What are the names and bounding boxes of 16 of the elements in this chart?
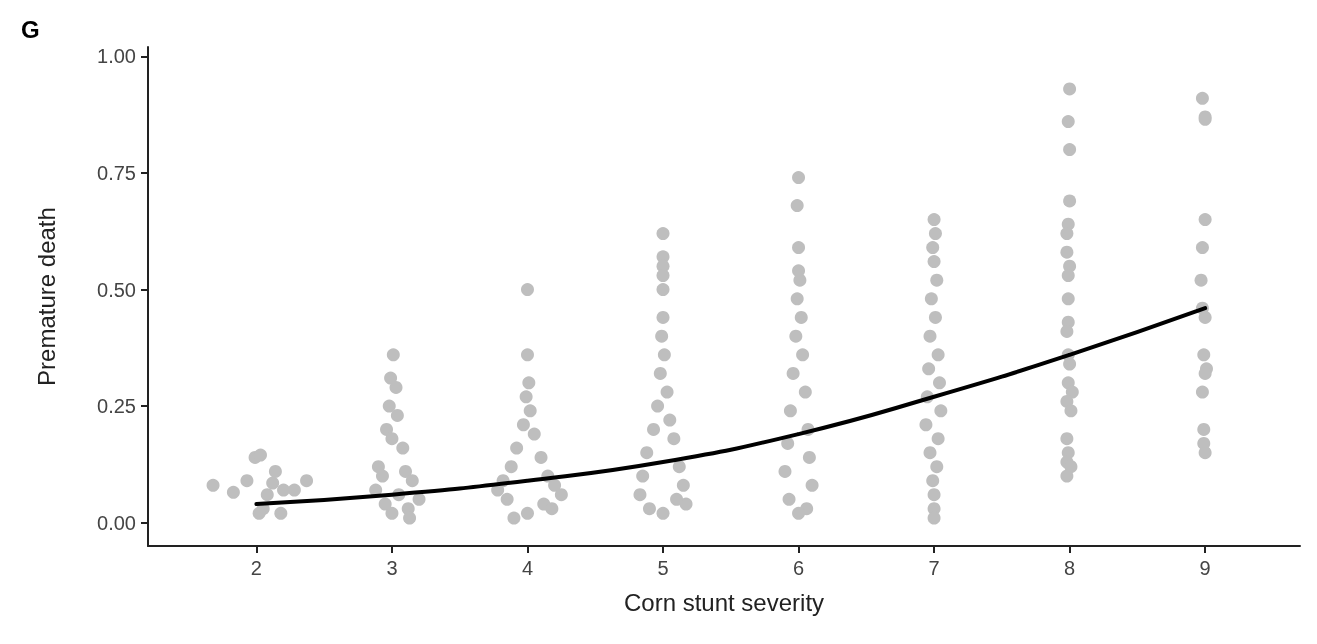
x-tick-label: 9 [1199, 557, 1211, 579]
y-tick-label: 1.00 [97, 45, 136, 68]
x-tick-label: 5 [657, 557, 669, 579]
x-tick-label: 3 [386, 557, 398, 579]
x-tick-label: 8 [1064, 557, 1076, 579]
x-axis-title: Corn stunt severity [623, 588, 825, 616]
y-tick-label: 0.50 [97, 278, 136, 301]
y-axis-title: Premature death [32, 207, 60, 386]
x-tick-label: 6 [792, 557, 805, 579]
x-tick-label: 2 [250, 557, 262, 579]
x-tick-label: 7 [928, 557, 940, 579]
y-tick-label: 0.25 [97, 395, 136, 418]
chart-title: G [21, 15, 40, 43]
x-tick-label: 4 [521, 557, 534, 579]
y-tick-label: 0.75 [97, 161, 136, 184]
y-tick-label: 0.00 [97, 511, 136, 534]
